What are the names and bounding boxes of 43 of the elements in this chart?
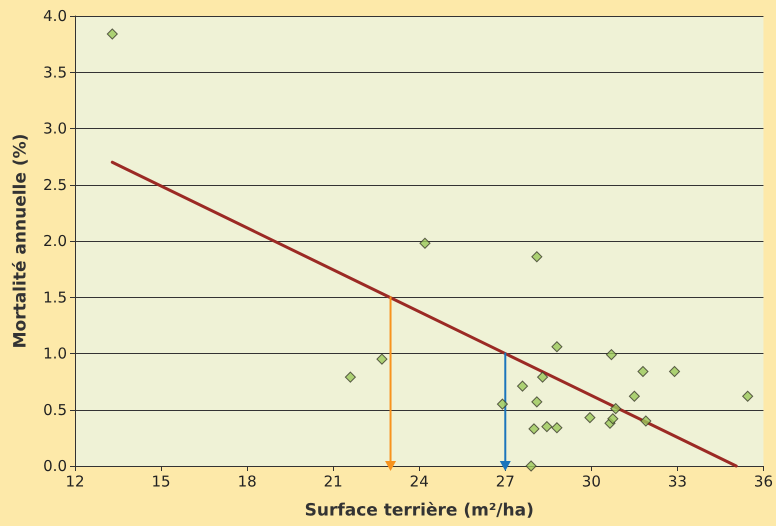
point [419,238,430,249]
y-tick-label: 0.0 [43,457,67,475]
y-tick-label: 3.0 [43,120,67,138]
point [551,341,562,352]
x-tick-label: 30 [582,472,601,490]
x-tick-label: 27 [496,472,515,490]
point [516,380,528,392]
y-tick-label: 0.5 [43,400,67,419]
y-tick-label: 1.5 [43,288,67,306]
point [640,416,652,426]
point [376,354,388,365]
point [637,366,648,377]
point [344,372,356,383]
point [106,28,118,40]
y-axis-title: Mortalité annuelle (%) [10,134,30,348]
point [551,422,562,434]
point [541,421,552,432]
point [496,398,508,410]
point [531,396,542,408]
point [537,372,548,383]
point [669,366,680,377]
point [526,460,537,472]
point [584,412,596,424]
point [531,251,542,262]
y-tick-label: 2.0 [43,232,67,250]
point [628,390,640,402]
point [606,349,617,360]
y-tick-label: 3.5 [43,63,67,82]
y-tick-label: 2.5 [43,176,67,194]
x-axis-title: Surface terrière (m²/ha) [304,500,534,520]
x-tick-label: 18 [238,472,257,490]
point [610,403,622,414]
x-tick-label: 33 [668,472,687,490]
x-tick-label: 15 [152,472,171,490]
point [607,413,618,424]
y-tick-label: 4.0 [43,7,67,25]
y-tick-label: 1.0 [43,344,67,362]
x-tick-label: 24 [410,472,429,490]
x-tick-label: 36 [754,472,774,490]
point [742,390,754,402]
x-tick-label: 12 [65,472,85,490]
point [528,423,540,434]
x-tick-label: 21 [324,472,343,490]
